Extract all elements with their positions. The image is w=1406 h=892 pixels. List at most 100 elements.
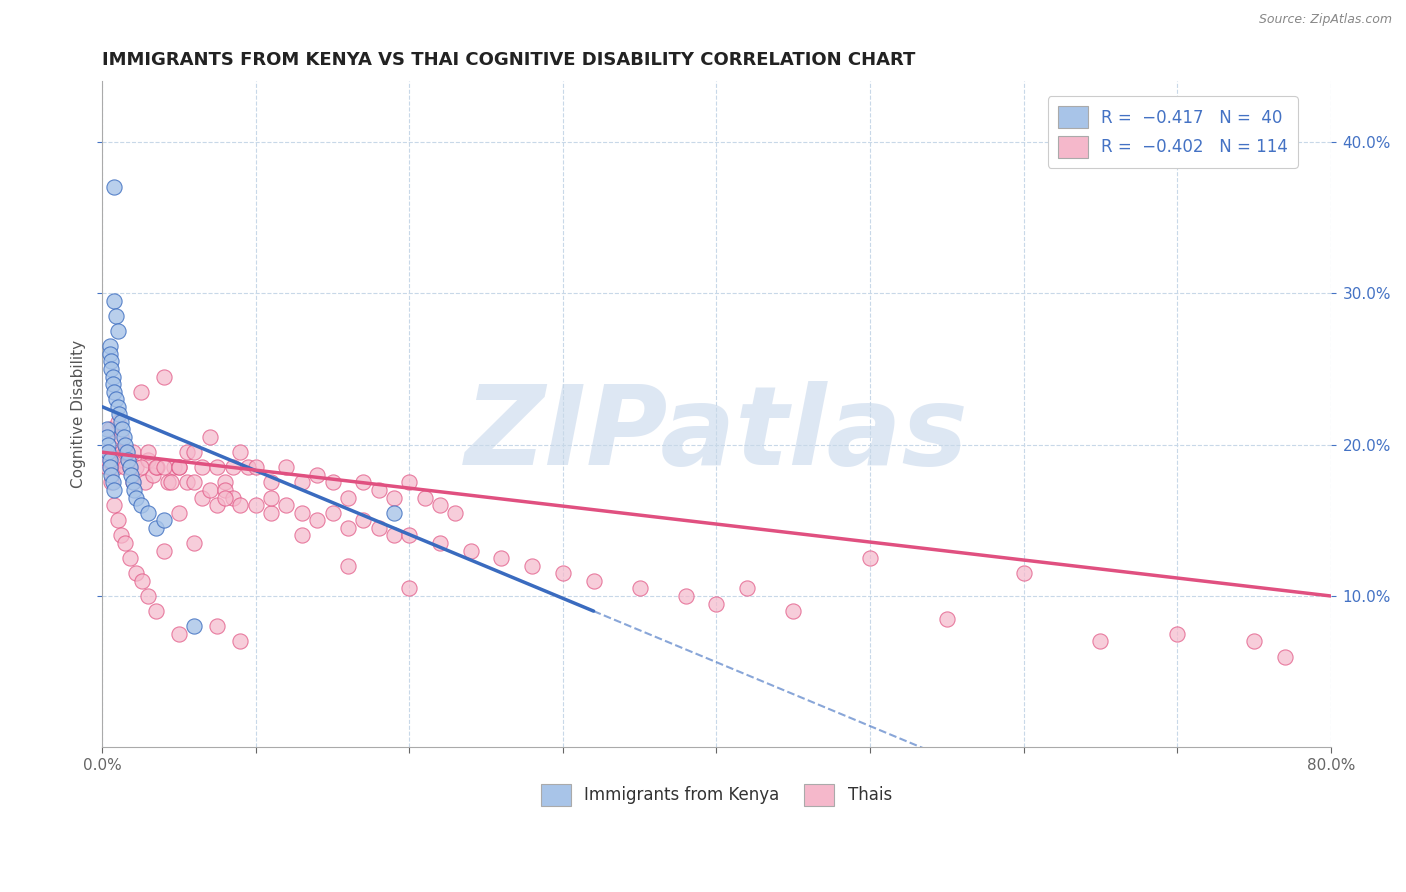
Point (198, 483, 221, 497)
Point (706, 597, 728, 611)
Point (382, 491, 405, 505)
Point (382, 528, 405, 542)
Point (125, 566, 148, 581)
Point (97, 452, 120, 467)
Point (245, 498, 267, 512)
Point (94, 452, 117, 467)
Point (291, 528, 314, 542)
Point (183, 536, 205, 550)
Point (276, 460, 298, 475)
Point (167, 460, 190, 475)
Point (114, 536, 136, 550)
Point (124, 483, 146, 497)
Point (142, 467, 165, 482)
Point (145, 604, 167, 618)
Point (1274, 649, 1296, 664)
Point (152, 543, 174, 558)
Point (101, 475, 124, 490)
Point (429, 536, 451, 550)
Point (107, 415, 129, 429)
Point (103, 483, 125, 497)
Point (110, 430, 132, 444)
Point (107, 324, 129, 338)
Point (114, 437, 136, 451)
Point (413, 491, 436, 505)
Point (103, 452, 125, 467)
Point (859, 551, 882, 566)
Point (96, 422, 118, 436)
Point (152, 369, 174, 384)
Point (129, 498, 152, 512)
Point (125, 460, 148, 475)
Point (167, 506, 190, 520)
Point (118, 460, 141, 475)
Point (111, 422, 134, 436)
Point (122, 475, 145, 490)
Point (336, 558, 359, 573)
Point (96, 460, 118, 475)
Point (1090, 634, 1112, 648)
Point (101, 460, 124, 475)
Point (97, 445, 120, 459)
Point (152, 460, 174, 475)
Point (100, 475, 122, 490)
Point (146, 460, 169, 475)
Point (114, 460, 136, 475)
Point (382, 506, 405, 520)
Point (97, 437, 120, 451)
Point (291, 475, 314, 490)
Point (398, 475, 420, 490)
Point (222, 491, 245, 505)
Point (105, 392, 128, 407)
Point (460, 543, 482, 558)
Point (522, 558, 544, 573)
Point (167, 627, 190, 641)
Point (1166, 627, 1188, 641)
Point (105, 460, 128, 475)
Text: ZIPatlas: ZIPatlas (464, 381, 969, 488)
Point (236, 460, 259, 475)
Point (103, 180, 125, 194)
Point (628, 582, 651, 596)
Point (1243, 634, 1265, 648)
Point (107, 513, 129, 527)
Point (935, 612, 957, 626)
Point (136, 452, 159, 467)
Point (101, 377, 124, 392)
Point (136, 445, 159, 459)
Point (152, 513, 174, 527)
Point (198, 430, 221, 444)
Point (260, 506, 283, 520)
Point (214, 475, 236, 490)
Point (122, 445, 145, 459)
Point (100, 467, 122, 482)
Point (115, 445, 138, 459)
Point (229, 634, 252, 648)
Point (336, 491, 359, 505)
Point (98, 452, 121, 467)
Point (307, 467, 329, 482)
Point (100, 452, 122, 467)
Point (125, 491, 148, 505)
Point (183, 445, 205, 459)
Point (260, 475, 283, 490)
Point (367, 521, 389, 535)
Point (322, 475, 344, 490)
Point (260, 491, 283, 505)
Point (118, 551, 141, 566)
Point (97, 445, 120, 459)
Point (100, 362, 122, 376)
Point (276, 498, 298, 512)
Point (110, 415, 132, 429)
Point (107, 445, 129, 459)
Point (336, 521, 359, 535)
Point (352, 475, 374, 490)
Point (183, 475, 205, 490)
Point (122, 475, 145, 490)
Point (112, 430, 135, 444)
Point (191, 491, 214, 505)
Point (735, 582, 758, 596)
Point (367, 483, 389, 497)
Point (191, 460, 214, 475)
Point (429, 498, 451, 512)
